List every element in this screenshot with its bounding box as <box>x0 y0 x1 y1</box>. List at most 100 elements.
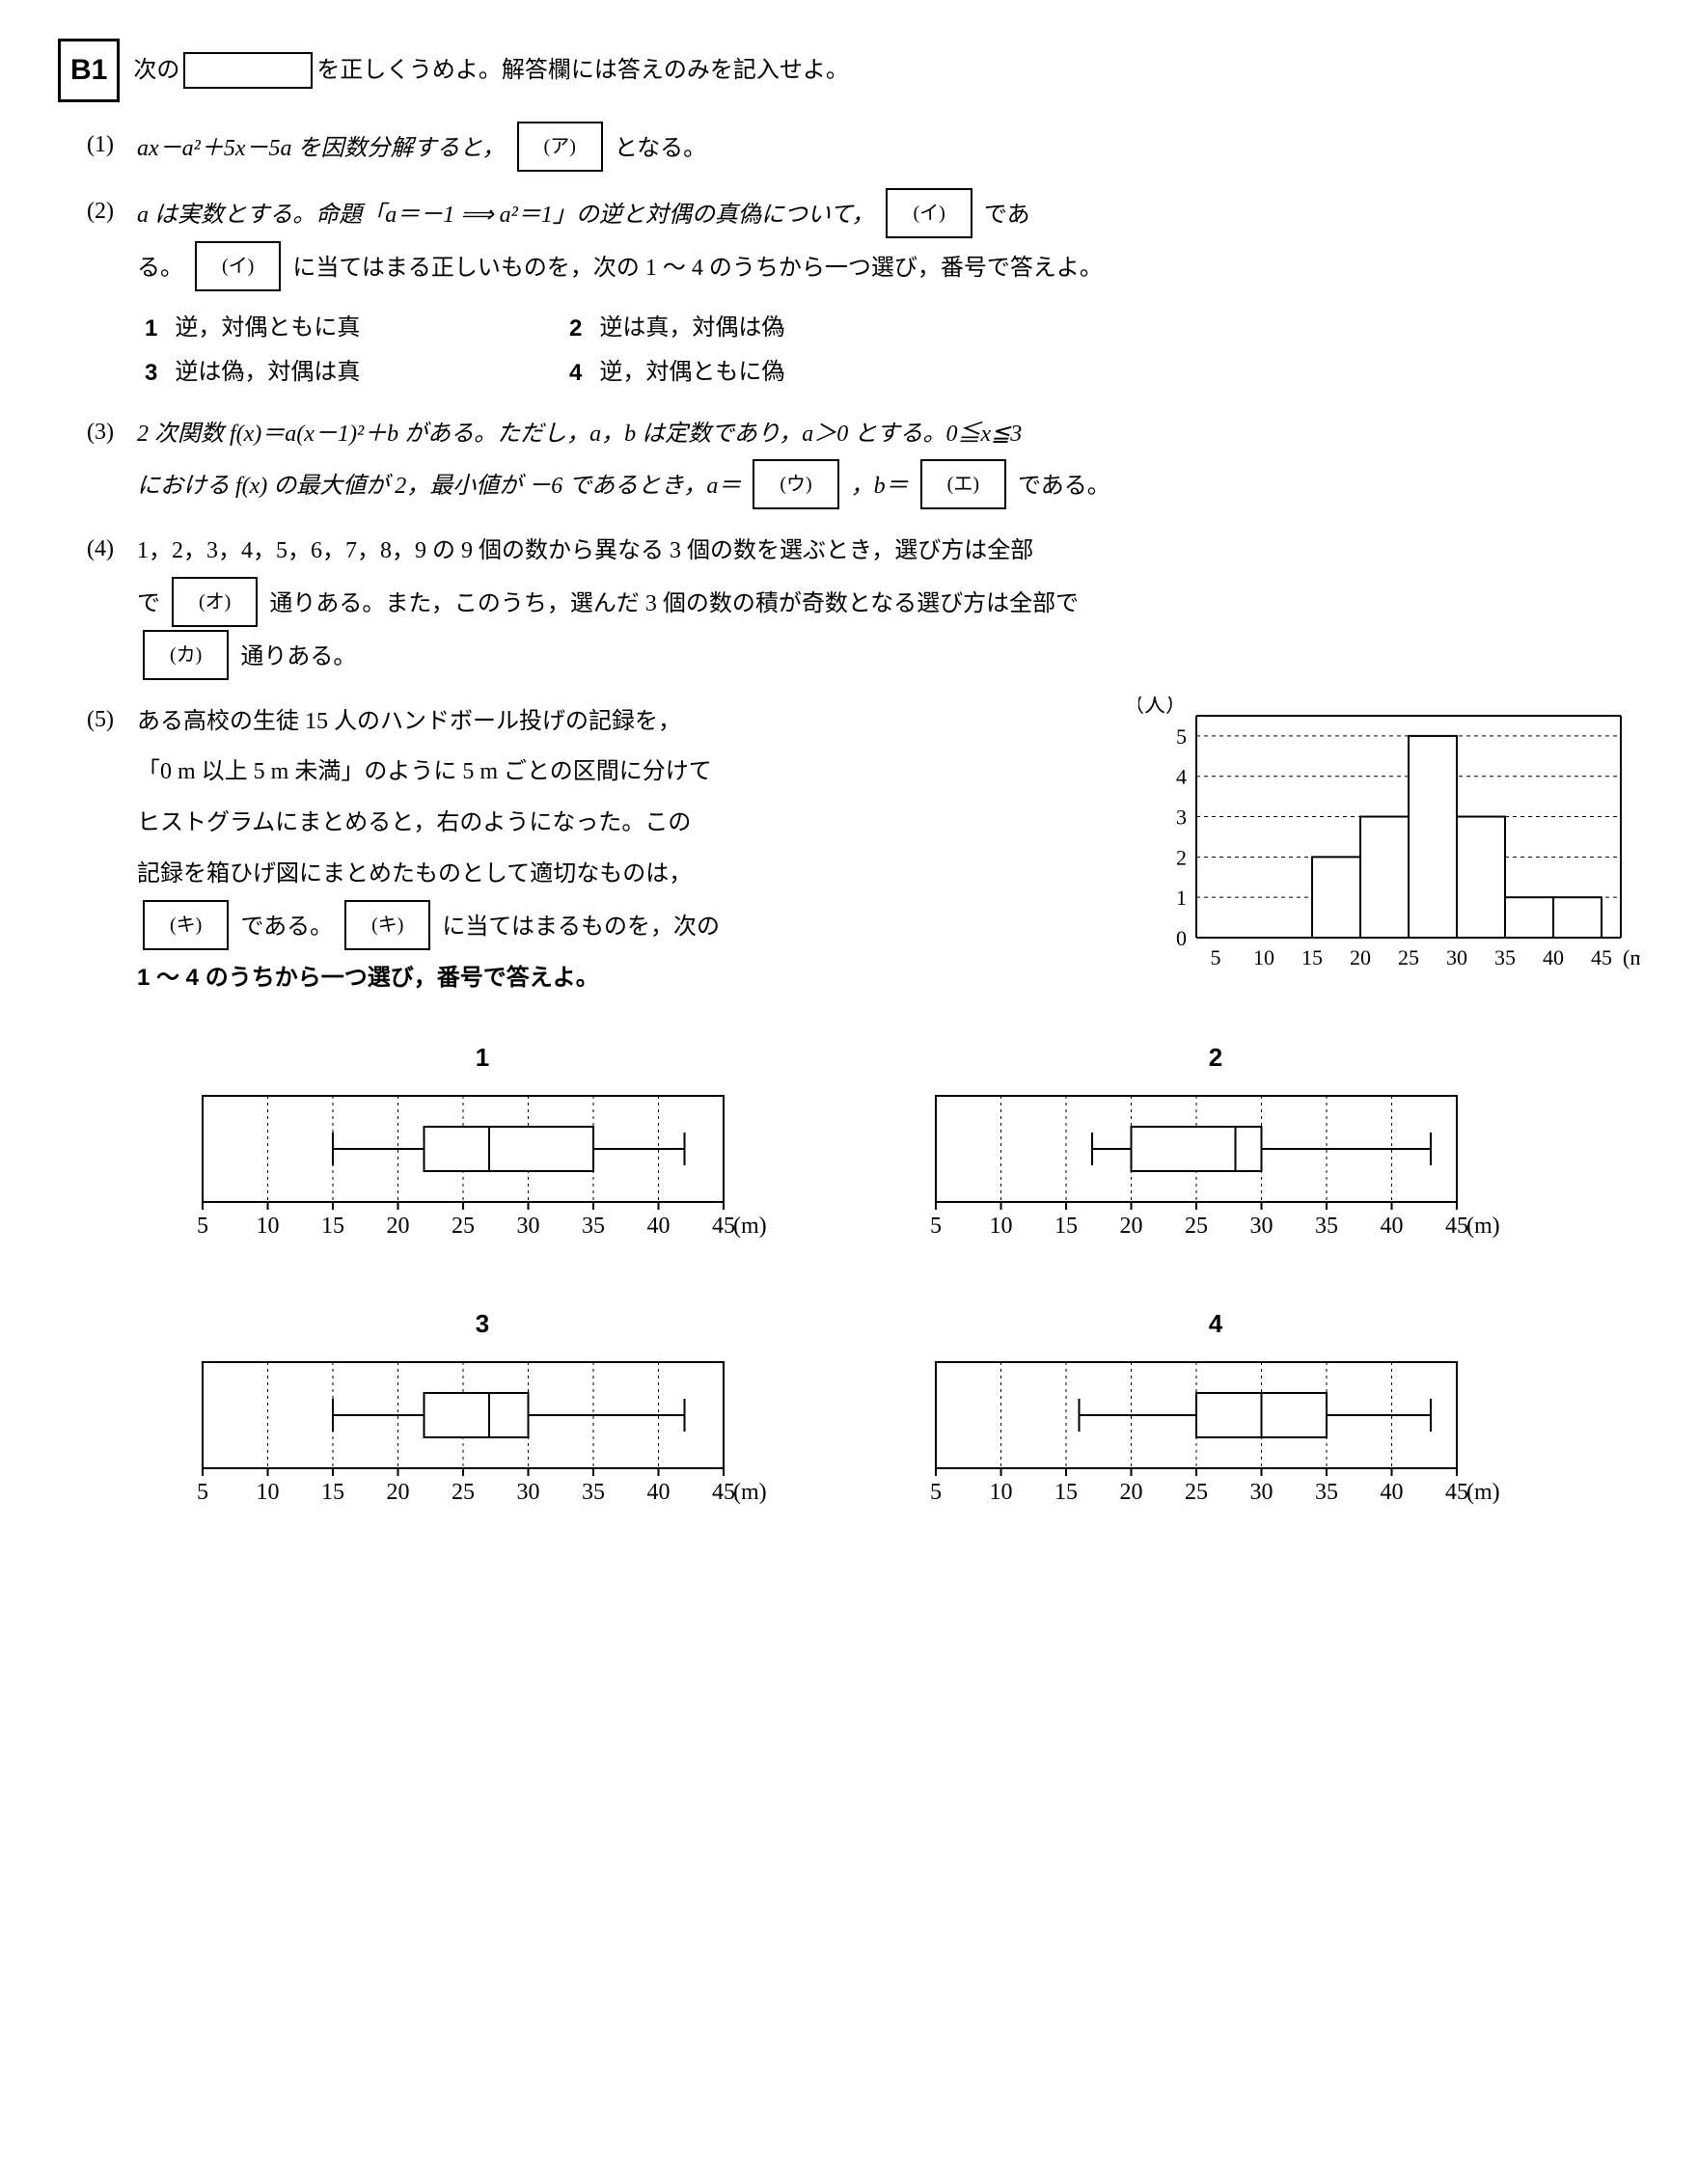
svg-text:35: 35 <box>582 1480 605 1505</box>
svg-text:(m): (m) <box>733 1480 767 1505</box>
q2-l2b: に当てはまる正しいものを，次の 1 〜 4 のうちから一つ選び，番号で答えよ。 <box>292 256 1103 281</box>
q5-mid: である。 <box>240 915 333 940</box>
q2-opt-2: 2 逆は真，対偶は偽 <box>569 307 936 351</box>
q2-opt-4-num: 4 <box>569 351 582 396</box>
svg-text:25: 25 <box>1398 945 1419 969</box>
question-header: B1 次の を正しくうめよ。解答欄には答えのみを記入せよ。 <box>58 39 1640 102</box>
svg-text:20: 20 <box>387 1214 410 1239</box>
q2-opt-1: 1 逆，対偶ともに真 <box>145 307 511 351</box>
answer-box-u: (ウ) <box>753 459 838 509</box>
q2-l2a: る。 <box>137 256 183 281</box>
svg-text:10: 10 <box>1253 945 1274 969</box>
boxplot-option-4: 451015202530354045(m) <box>907 1298 1524 1507</box>
answer-box-ki-2: (キ) <box>344 900 430 950</box>
q5-text: ある高校の生徒 15 人のハンドボール投げの記録を， 「0 m 以上 5 m 未… <box>137 696 1109 1004</box>
intro-text-a: 次の <box>133 47 179 94</box>
svg-text:25: 25 <box>1185 1214 1208 1239</box>
sub-body-5: ある高校の生徒 15 人のハンドボール投げの記録を， 「0 m 以上 5 m 未… <box>137 696 1640 1004</box>
q4-l1: 1，2，3，4，5，6，7，8，9 の 9 個の数から異なる 3 個の数を選ぶと… <box>137 538 1033 563</box>
answer-box-i-1: (イ) <box>886 188 972 238</box>
svg-text:（人）: （人） <box>1138 696 1187 717</box>
svg-text:45: 45 <box>1591 945 1612 969</box>
svg-text:0: 0 <box>1176 926 1187 950</box>
q3-l2b: である。 <box>1018 474 1110 499</box>
sub-num-4: (4) <box>87 526 137 682</box>
subquestion-3: (3) 2 次関数 f(x)＝a(x－1)²＋b がある。ただし，a，b は定数… <box>87 409 1640 513</box>
svg-text:45: 45 <box>712 1480 735 1505</box>
sub-body-3: 2 次関数 f(x)＝a(x－1)²＋b がある。ただし，a，b は定数であり，… <box>137 409 1640 513</box>
svg-text:15: 15 <box>1301 945 1323 969</box>
q2-options: 1 逆，対偶ともに真 2 逆は真，対偶は偽 3 逆は偽，対偶は真 4 逆，対偶と… <box>145 307 1640 395</box>
svg-text:15: 15 <box>1054 1480 1078 1505</box>
svg-text:35: 35 <box>1315 1480 1338 1505</box>
q2-opt-3-text: 逆は偽，対偶は真 <box>175 351 360 396</box>
q2-opt-3: 3 逆は偽，対偶は真 <box>145 351 511 396</box>
q3-mid: ，b＝ <box>851 474 909 499</box>
svg-text:5: 5 <box>930 1480 942 1505</box>
svg-text:45: 45 <box>712 1214 735 1239</box>
sub-num-3: (3) <box>87 409 137 513</box>
q4-l2a: で <box>137 591 160 616</box>
svg-text:5: 5 <box>197 1214 208 1239</box>
answer-box-ka: (カ) <box>143 630 229 680</box>
boxplot-option-2: 251015202530354045(m) <box>907 1032 1524 1241</box>
svg-text:10: 10 <box>990 1214 1013 1239</box>
svg-text:2: 2 <box>1176 845 1187 869</box>
svg-text:1: 1 <box>1176 886 1187 910</box>
svg-text:10: 10 <box>257 1480 280 1505</box>
boxplot-label-4: 4 <box>907 1298 1524 1349</box>
svg-text:30: 30 <box>1250 1214 1274 1239</box>
q2-opt-1-text: 逆，対偶ともに真 <box>175 307 360 351</box>
svg-text:3: 3 <box>1176 805 1187 829</box>
subquestion-2: (2) a は実数とする。命題「a＝－1 ⟹ a²＝1」の逆と対偶の真偽について… <box>87 188 1640 294</box>
svg-text:5: 5 <box>197 1480 208 1505</box>
q5-line-1: 「0 m 以上 5 m 未満」のように 5 m ごとの区間に分けて <box>137 759 712 784</box>
svg-text:45: 45 <box>1445 1214 1468 1239</box>
q4-l2b: 通りある。また，このうち，選んだ 3 個の数の積が奇数となる選び方は全部で <box>269 591 1079 616</box>
q1-expr: ax－a²＋5x－5a を因数分解すると， <box>137 136 506 161</box>
boxplot-label-1: 1 <box>174 1032 791 1082</box>
svg-text:35: 35 <box>1494 945 1516 969</box>
svg-text:20: 20 <box>387 1480 410 1505</box>
sub-body-4: 1，2，3，4，5，6，7，8，9 の 9 個の数から異なる 3 個の数を選ぶと… <box>137 526 1640 682</box>
svg-text:20: 20 <box>1120 1214 1143 1239</box>
q5-line-2: ヒストグラムにまとめると，右のようになった。この <box>137 810 691 835</box>
svg-text:5: 5 <box>930 1214 942 1239</box>
svg-text:10: 10 <box>990 1480 1013 1505</box>
q2-opt-1-num: 1 <box>145 307 157 351</box>
svg-text:15: 15 <box>1054 1214 1078 1239</box>
svg-text:10: 10 <box>257 1214 280 1239</box>
answer-box-i-2: (イ) <box>195 241 281 291</box>
answer-box-ki-1: (キ) <box>143 900 229 950</box>
svg-text:20: 20 <box>1120 1480 1143 1505</box>
q2-opt-2-text: 逆は真，対偶は偽 <box>599 307 784 351</box>
svg-text:(m): (m) <box>1623 945 1640 969</box>
svg-text:40: 40 <box>647 1214 671 1239</box>
sub-num-5: (5) <box>87 696 137 1004</box>
svg-text:30: 30 <box>517 1214 540 1239</box>
svg-text:25: 25 <box>452 1480 475 1505</box>
answer-box-a: (ア) <box>517 122 603 172</box>
svg-text:40: 40 <box>1381 1214 1404 1239</box>
q2-l1b: であ <box>984 203 1030 228</box>
q2-opt-3-num: 3 <box>145 351 157 396</box>
svg-text:30: 30 <box>1446 945 1467 969</box>
q5-line-3: 記録を箱ひげ図にまとめたものとして適切なものは， <box>137 861 692 887</box>
svg-text:4: 4 <box>1176 764 1187 788</box>
svg-text:5: 5 <box>1176 723 1187 748</box>
q2-opt-2-num: 2 <box>569 307 582 351</box>
boxplot-label-3: 3 <box>174 1298 791 1349</box>
histogram-chart: （人）01234551015202530354045(m) <box>1138 696 1640 1004</box>
svg-text:40: 40 <box>1543 945 1564 969</box>
q5-line-0: ある高校の生徒 15 人のハンドボール投げの記録を， <box>137 709 681 734</box>
svg-text:30: 30 <box>517 1480 540 1505</box>
q4-l3: 通りある。 <box>240 644 356 669</box>
svg-text:40: 40 <box>1381 1480 1404 1505</box>
svg-text:40: 40 <box>647 1480 671 1505</box>
svg-text:15: 15 <box>321 1480 344 1505</box>
boxplot-label-2: 2 <box>907 1032 1524 1082</box>
q5-last: 1 〜 4 のうちから一つ選び，番号で答えよ。 <box>137 965 599 991</box>
q2-opt-4: 4 逆，対偶ともに偽 <box>569 351 936 396</box>
subquestion-5: (5) ある高校の生徒 15 人のハンドボール投げの記録を， 「0 m 以上 5… <box>87 696 1640 1004</box>
sub-body-2: a は実数とする。命題「a＝－1 ⟹ a²＝1」の逆と対偶の真偽について， (イ… <box>137 188 1640 294</box>
